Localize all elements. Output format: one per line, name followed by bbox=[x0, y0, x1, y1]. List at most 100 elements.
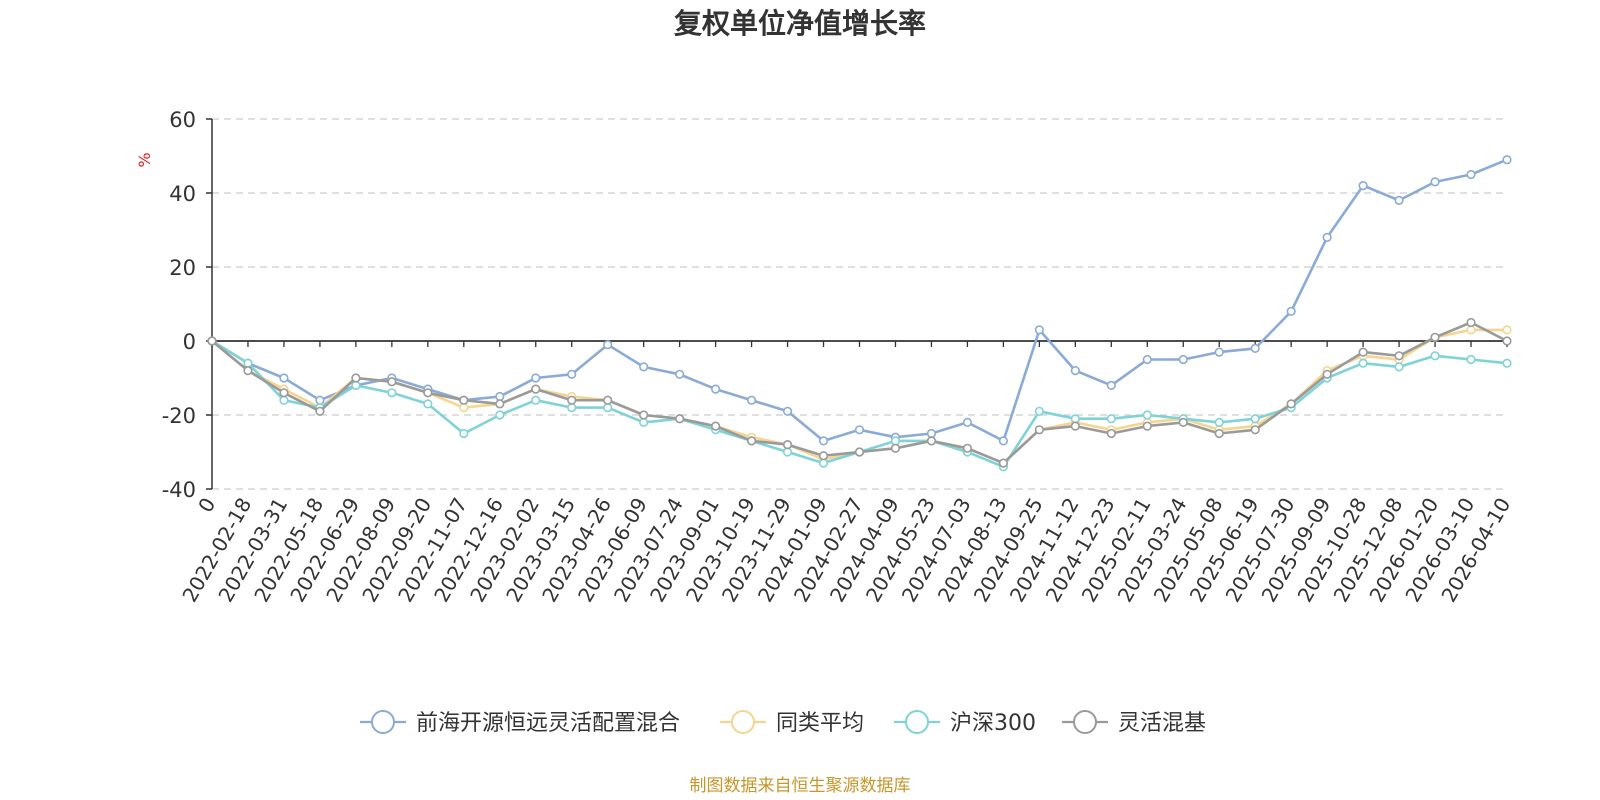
data-point bbox=[1430, 177, 1440, 187]
data-point bbox=[1394, 195, 1404, 205]
data-point bbox=[1250, 414, 1260, 424]
legend-swatch-marker bbox=[905, 710, 929, 734]
data-point bbox=[1430, 351, 1440, 361]
legend-swatch-marker bbox=[371, 710, 395, 734]
data-point bbox=[279, 395, 289, 405]
data-point bbox=[1142, 421, 1152, 431]
data-point bbox=[279, 373, 289, 383]
data-point bbox=[567, 395, 577, 405]
data-point bbox=[1466, 354, 1476, 365]
data-point bbox=[1070, 421, 1080, 431]
data-point bbox=[387, 388, 397, 398]
data-point bbox=[1466, 169, 1476, 180]
data-point bbox=[1034, 406, 1044, 416]
y-tick-label: -20 bbox=[162, 404, 196, 428]
data-point bbox=[1466, 317, 1476, 328]
data-point bbox=[926, 436, 937, 446]
legend-item[interactable]: 前海开源恒远灵活配置混合 bbox=[360, 710, 680, 736]
series-lines bbox=[207, 155, 1512, 472]
data-point bbox=[711, 421, 721, 431]
data-point bbox=[279, 388, 289, 398]
data-point bbox=[603, 395, 613, 405]
legend-label: 前海开源恒远灵活配置混合 bbox=[416, 711, 680, 736]
data-point bbox=[315, 395, 325, 405]
data-point bbox=[746, 395, 757, 405]
data-point bbox=[1106, 428, 1116, 439]
data-point bbox=[1502, 336, 1512, 346]
data-point bbox=[315, 406, 325, 416]
data-point bbox=[495, 391, 505, 402]
data-point bbox=[459, 395, 469, 405]
data-point bbox=[639, 362, 649, 372]
data-point bbox=[1322, 232, 1332, 242]
data-point bbox=[782, 440, 793, 450]
data-point bbox=[1250, 425, 1260, 435]
data-point bbox=[890, 443, 901, 453]
data-point bbox=[1502, 358, 1512, 368]
data-point bbox=[1070, 414, 1080, 424]
legend-item[interactable]: 沪深300 bbox=[894, 710, 1036, 736]
data-point bbox=[423, 388, 433, 398]
data-point bbox=[639, 417, 649, 428]
data-point bbox=[1214, 347, 1224, 357]
data-point bbox=[1178, 354, 1188, 365]
y-tick-label: -40 bbox=[162, 478, 196, 502]
data-point bbox=[351, 380, 361, 391]
data-point bbox=[1394, 351, 1404, 361]
data-point bbox=[495, 410, 505, 420]
data-point bbox=[926, 428, 937, 439]
data-point bbox=[782, 447, 793, 457]
data-point bbox=[423, 399, 433, 409]
data-point bbox=[1322, 369, 1332, 379]
data-point bbox=[1250, 343, 1260, 354]
data-point bbox=[603, 403, 613, 413]
data-point bbox=[854, 447, 865, 457]
data-point bbox=[567, 403, 577, 413]
data-point bbox=[1502, 155, 1512, 165]
data-point bbox=[1286, 399, 1296, 409]
data-point bbox=[1034, 425, 1044, 435]
y-tick-label: 20 bbox=[169, 256, 196, 280]
data-point bbox=[351, 373, 361, 383]
y-tick-label: 40 bbox=[169, 182, 196, 206]
data-point bbox=[1214, 417, 1224, 428]
data-point bbox=[567, 369, 577, 379]
legend-swatch-marker bbox=[731, 710, 755, 734]
data-point bbox=[782, 406, 793, 416]
data-point bbox=[243, 358, 253, 368]
data-point bbox=[1106, 380, 1116, 391]
series-line bbox=[211, 158, 1508, 443]
data-point bbox=[998, 436, 1008, 446]
axes: -40-20020406002022-02-182022-03-312022-0… bbox=[162, 108, 1516, 606]
y-tick-label: 60 bbox=[169, 108, 196, 132]
legend-label: 同类平均 bbox=[776, 711, 864, 736]
data-point bbox=[1466, 325, 1476, 335]
legend-item[interactable]: 同类平均 bbox=[720, 710, 864, 736]
data-point bbox=[495, 399, 505, 409]
y-tick-label: 0 bbox=[183, 330, 196, 354]
data-point bbox=[1142, 354, 1152, 365]
data-point bbox=[531, 373, 541, 383]
data-point bbox=[459, 403, 469, 413]
data-point bbox=[1070, 366, 1080, 376]
data-point bbox=[675, 414, 685, 424]
data-point bbox=[854, 425, 865, 435]
data-point bbox=[818, 451, 829, 461]
data-point bbox=[1394, 362, 1404, 372]
data-point bbox=[818, 458, 829, 468]
data-point bbox=[1358, 358, 1368, 368]
data-point bbox=[387, 377, 397, 387]
data-point bbox=[746, 436, 757, 446]
data-point bbox=[818, 436, 829, 446]
data-point bbox=[243, 366, 253, 376]
legend[interactable]: 前海开源恒远灵活配置混合 同类平均 沪深300 灵活混基 bbox=[360, 710, 1206, 736]
legend-swatch-marker bbox=[1073, 710, 1097, 734]
data-point bbox=[962, 443, 973, 453]
chart-title: 复权单位净值增长率 bbox=[674, 7, 926, 40]
data-point bbox=[890, 436, 901, 446]
legend-item[interactable]: 灵活混基 bbox=[1062, 710, 1206, 736]
data-point bbox=[711, 384, 721, 394]
data-point bbox=[459, 428, 469, 439]
data-point bbox=[675, 369, 685, 379]
